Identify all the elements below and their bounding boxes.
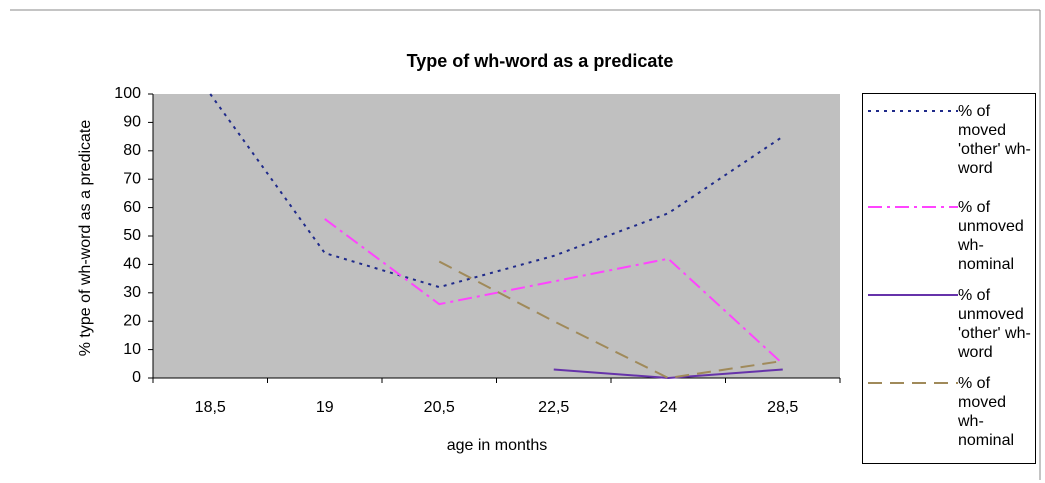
x-tick-label: 22,5 — [538, 399, 569, 416]
legend-label: % of unmoved wh-nominal — [958, 199, 1024, 273]
x-tick-label: 28,5 — [767, 399, 798, 416]
x-tick-label: 18,5 — [195, 399, 226, 416]
y-tick-label: 20 — [123, 312, 141, 329]
x-tick-label: 20,5 — [424, 399, 455, 416]
series-line — [438, 260, 783, 380]
chart-title: Type of wh-word as a predicate — [407, 51, 674, 71]
y-tick-label: 30 — [123, 284, 141, 301]
x-axis-label: age in months — [447, 437, 548, 454]
y-tick-label: 90 — [123, 114, 141, 131]
legend-swatch — [868, 206, 958, 208]
y-axis-label: % type of wh-word as a predicate — [77, 120, 94, 357]
legend-label: % of moved wh-nominal — [958, 375, 1015, 449]
legend-entry: % of moved 'other' wh-word — [863, 102, 1037, 178]
legend-entry: % of unmoved wh-nominal — [863, 198, 1037, 274]
y-tick-label: 10 — [123, 341, 141, 358]
x-tick-label: 24 — [659, 399, 677, 416]
y-tick-label: 60 — [123, 199, 141, 216]
legend-label: % of moved 'other' wh-word — [958, 103, 1031, 177]
legend-entry: % of moved wh-nominal — [863, 374, 1037, 450]
legend-swatch — [868, 110, 958, 112]
legend-entry: % of unmoved 'other' wh-word — [863, 286, 1037, 362]
y-tick-label: 40 — [123, 256, 141, 273]
y-tick-label: 50 — [123, 227, 141, 244]
x-tick-label: 19 — [316, 399, 334, 416]
y-tick-label: 100 — [114, 85, 141, 102]
legend: % of moved 'other' wh-word % of unmoved w… — [862, 93, 1036, 464]
series-line — [553, 368, 783, 380]
legend-swatch — [868, 382, 958, 384]
y-tick-label: 80 — [123, 142, 141, 159]
legend-swatch — [868, 294, 958, 296]
y-tick-label: 0 — [132, 369, 141, 386]
legend-label: % of unmoved 'other' wh-word — [958, 287, 1031, 361]
y-tick-label: 70 — [123, 170, 141, 187]
plot-area — [153, 94, 840, 378]
